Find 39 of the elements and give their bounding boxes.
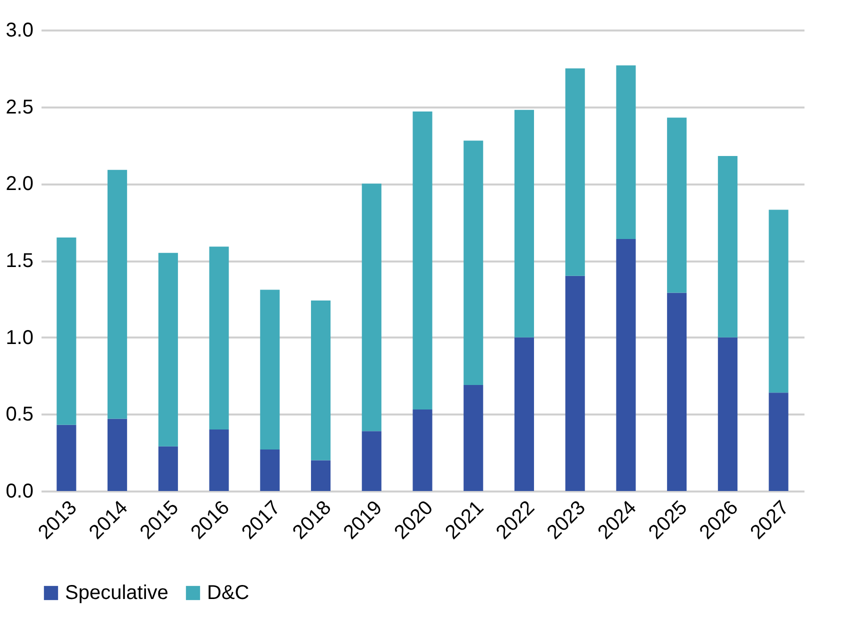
- bar: [412, 410, 432, 491]
- y-tick-label: 1.0: [6, 326, 34, 349]
- legend-label: Speculative: [65, 582, 168, 604]
- bar: [260, 450, 280, 491]
- bar: [718, 156, 738, 338]
- bar: [310, 300, 331, 460]
- bar: [56, 237, 76, 425]
- bar: [56, 424, 76, 491]
- bar: [667, 292, 687, 491]
- bar: [565, 68, 585, 276]
- bar: [667, 118, 687, 293]
- bar: [514, 110, 534, 338]
- y-tick-label: 2.0: [6, 173, 34, 196]
- bar: [310, 460, 331, 491]
- bar: [514, 337, 534, 491]
- y-tick-label: 0.0: [6, 480, 34, 502]
- bar: [616, 238, 636, 491]
- bar: [209, 246, 229, 430]
- bar: [565, 276, 585, 491]
- bar: [768, 210, 788, 393]
- bar: [158, 252, 178, 446]
- bar: [108, 170, 128, 419]
- y-tick-label: 2.5: [6, 96, 34, 118]
- y-tick-label: 3.0: [6, 20, 34, 42]
- y-tick-label: 1.5: [6, 250, 34, 272]
- bar: [362, 184, 382, 432]
- bar: [362, 431, 382, 491]
- bar: [412, 111, 432, 410]
- bar: [616, 65, 636, 239]
- legend-label: D&C: [207, 582, 250, 604]
- bar: [260, 290, 280, 450]
- bar: [718, 337, 738, 491]
- bar: [464, 384, 484, 491]
- y-tick-label: 0.5: [6, 404, 34, 426]
- bar: [464, 140, 484, 385]
- bar: [768, 392, 788, 491]
- bar: [158, 446, 178, 491]
- bar: [108, 418, 128, 491]
- bar: [209, 430, 229, 491]
